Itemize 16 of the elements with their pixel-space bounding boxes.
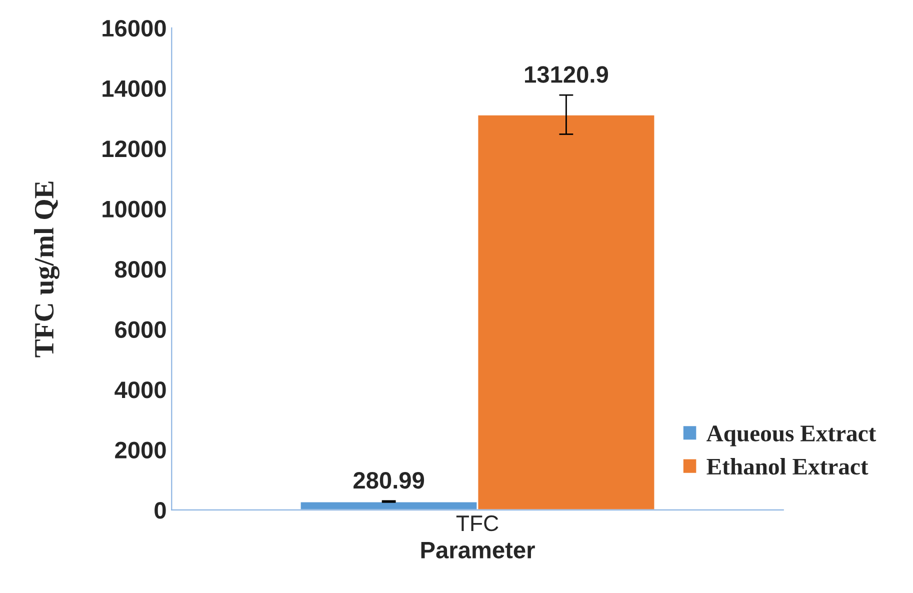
legend-label: Ethanol Extract [706,458,868,475]
y-tick-label: 4000 [114,382,166,398]
y-axis-title: TFC ug/ml QE [34,182,60,358]
y-tick-label: 14000 [102,80,166,97]
x-axis-title: Parameter [421,542,535,558]
y-tick-label: 6000 [115,321,166,338]
legend-label: Aqueous Extract [706,426,876,446]
y-tick-label: 16000 [102,20,166,37]
y-tick-label: 2000 [115,442,166,459]
data-label: 280.99 [354,472,424,489]
y-tick-label: 0 [154,502,166,519]
y-tick-label: 8000 [115,260,166,278]
x-tick-label: TFC [456,515,498,532]
y-tick-label: 12000 [102,140,166,158]
data-label: 13120.9 [525,66,608,83]
y-tick-label: 10000 [102,200,166,218]
